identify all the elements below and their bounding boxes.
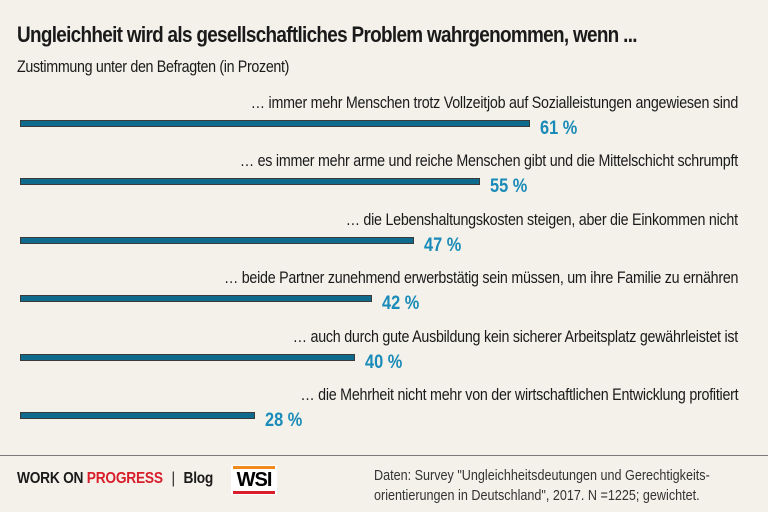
bar [20,353,356,361]
wsi-logo-orange-stripe [233,466,275,469]
bar [20,295,372,303]
brand-separator: | [171,470,175,487]
source-line-1: Daten: Survey "Ungleichheitsdeutungen un… [374,467,710,484]
category-label: … auch durch gute Ausbildung kein sicher… [292,326,738,346]
source-note: Daten: Survey "Ungleichheitsdeutungen un… [374,466,710,506]
value-label: 61 % [540,118,578,139]
wsi-logo-text: WSI [236,469,273,491]
category-label: … die Mehrheit nicht mehr von der wirtsc… [300,385,738,404]
category-label: … es immer mehr arme und reiche Menschen… [239,151,738,171]
brand-work-on: WORK ON [17,470,84,487]
source-line-2: orientierungen in Deutschland", 2017. N … [374,487,700,504]
wsi-logo[interactable]: WSI [231,465,277,495]
footer-divider [0,455,768,456]
category-label: … immer mehr Menschen trotz Vollzeitjob … [250,93,739,112]
value-label: 40 % [365,351,403,373]
brand-progress: PROGRESS [86,470,163,487]
category-label: … die Lebenshaltungskosten steigen, aber… [345,209,738,229]
bar [20,178,481,186]
brand-logo[interactable]: WORK ON PROGRESS | Blog [17,470,213,488]
value-label: 47 % [423,234,461,256]
brand-blog: Blog [183,470,214,487]
bar [20,412,256,419]
value-label: 55 % [490,176,528,198]
bar [20,236,414,244]
chart-subtitle: Zustimmung unter den Befragten (in Proze… [17,57,290,76]
value-label: 42 % [381,293,420,315]
wsi-logo-red-stripe [233,491,275,494]
value-label: 28 % [265,410,303,431]
category-label: … beide Partner zunehmend erwerbstätig s… [223,268,739,288]
chart-title: Ungleichheit wird als gesellschaftliches… [17,22,638,47]
bar [20,120,531,127]
